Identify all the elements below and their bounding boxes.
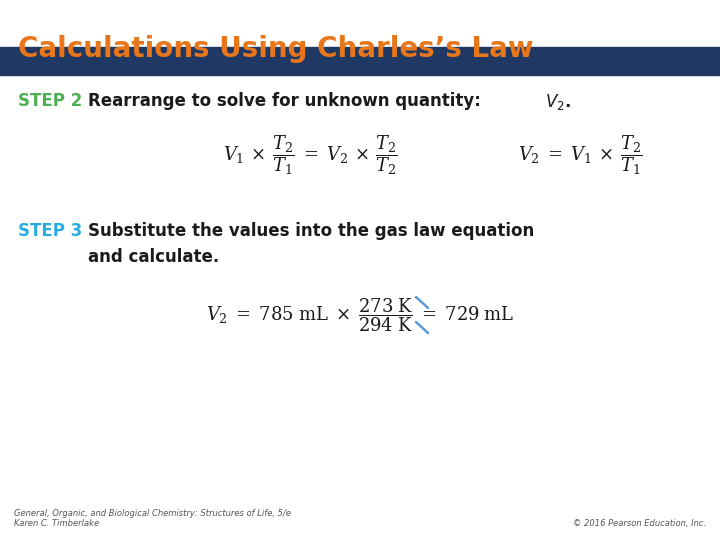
Text: Calculations Using Charles’s Law: Calculations Using Charles’s Law	[18, 35, 534, 63]
Text: STEP 2: STEP 2	[18, 92, 82, 110]
Text: General, Organic, and Biological Chemistry: Structures of Life, 5/e
Karen C. Tim: General, Organic, and Biological Chemist…	[14, 509, 291, 528]
Text: $V_2$.: $V_2$.	[545, 92, 571, 112]
Text: $V_2\;=\;785\;\mathrm{mL}\;\times\;\dfrac{273\;\mathrm{K}}{294\;\mathrm{K}}\;=\;: $V_2\;=\;785\;\mathrm{mL}\;\times\;\dfra…	[206, 296, 514, 334]
Text: Substitute the values into the gas law equation: Substitute the values into the gas law e…	[88, 222, 534, 240]
Bar	[0, 47, 720, 75]
Text: © 2016 Pearson Education, Inc.: © 2016 Pearson Education, Inc.	[573, 519, 706, 528]
Text: and calculate.: and calculate.	[88, 248, 220, 266]
Text: Rearrange to solve for unknown quantity:: Rearrange to solve for unknown quantity:	[88, 92, 487, 110]
Text: $V_2\;=\;V_1\,\times\,\dfrac{T_2}{T_1}$: $V_2\;=\;V_1\,\times\,\dfrac{T_2}{T_1}$	[518, 133, 642, 177]
Text: $V_1\,\times\,\dfrac{T_2}{T_1}\;=\;V_2\,\times\,\dfrac{T_2}{T_2}$: $V_1\,\times\,\dfrac{T_2}{T_1}\;=\;V_2\,…	[222, 133, 397, 177]
Text: STEP 3: STEP 3	[18, 222, 82, 240]
